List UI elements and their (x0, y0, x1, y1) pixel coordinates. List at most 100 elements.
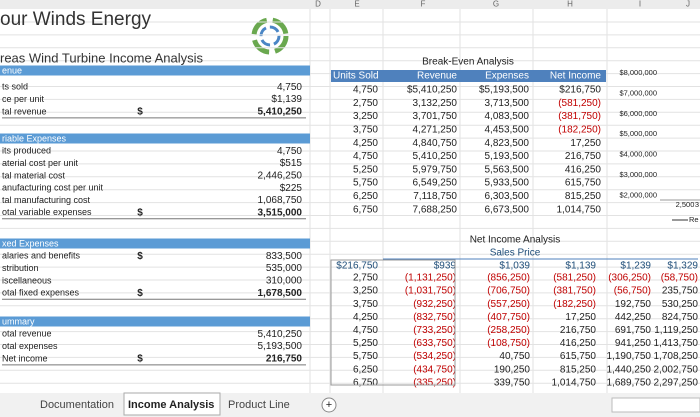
table-cell: (832,750) (413, 312, 456, 323)
add-sheet-button[interactable] (321, 397, 337, 413)
column-header: Expenses (485, 71, 529, 82)
table-title: Net Income Analysis (470, 235, 561, 246)
table-cell: 1,119,250 (654, 325, 698, 336)
table-cell: 6,750 (353, 377, 378, 388)
table-cell: (733,250) (413, 325, 456, 336)
chart-y-label: $8,000,000 (619, 68, 657, 77)
table-cell: 416,250 (565, 164, 602, 175)
chart-y-label: $3,000,000 (619, 170, 657, 179)
section-title: ummary (2, 316, 35, 326)
row-value: $225 (280, 183, 303, 194)
table-cell: 5,750 (353, 178, 378, 189)
row-value: $515 (280, 158, 303, 169)
table-cell: 190,250 (494, 364, 531, 375)
table-cell: 4,750 (353, 151, 378, 162)
row-label: stribution (2, 263, 39, 273)
column-header: Revenue (417, 71, 457, 82)
table-cell: 216,750 (560, 325, 597, 336)
column-letter: I (639, 0, 641, 9)
row-label: otal fixed expenses (2, 288, 80, 298)
table-cell: 815,250 (560, 364, 597, 375)
table-cell: 1,190,750 (607, 351, 652, 362)
table-cell: 1,689,750 (607, 377, 652, 388)
row-label: iscellaneous (2, 275, 52, 285)
row-value: 3,515,000 (258, 207, 303, 218)
sheet-tab[interactable]: Product Line (228, 399, 290, 411)
row-value: 833,500 (266, 251, 303, 262)
table-cell: 824,750 (662, 312, 699, 323)
price-header: $1,239 (620, 261, 651, 272)
table-cell: 6,303,500 (485, 191, 530, 202)
currency-symbol: $ (137, 251, 143, 262)
chart-x-label: 2,500 (676, 200, 695, 209)
chart-y-label: $7,000,000 (619, 88, 657, 97)
row-value: $1,139 (271, 94, 302, 105)
table-cell: (306,250) (608, 273, 651, 284)
chart-legend: Re (689, 215, 699, 224)
table-cell: (108,750) (487, 338, 530, 349)
sheet-tab[interactable]: Documentation (40, 399, 114, 411)
sheet-tab[interactable]: Income Analysis (128, 399, 214, 411)
section-header-bar (0, 238, 310, 249)
table-cell: 3,750 (353, 299, 378, 310)
row-value: 1,068,750 (258, 195, 303, 206)
table-cell: 941,250 (615, 338, 652, 349)
table-cell: 4,083,500 (485, 111, 530, 122)
currency-symbol: $ (137, 207, 143, 218)
table-cell: (381,750) (553, 286, 596, 297)
table-cell: 5,750 (353, 351, 378, 362)
row-label: otal variable expenses (2, 207, 92, 217)
table-cell: 3,750 (353, 125, 378, 136)
table-cell: 2,297,250 (654, 377, 699, 388)
table-cell: (56,750) (614, 286, 651, 297)
active-tab (123, 392, 221, 416)
table-cell: 40,750 (499, 351, 530, 362)
table-cell: (1,131,250) (405, 273, 456, 284)
column-letter: H (567, 0, 573, 9)
section-header-bar (0, 316, 310, 327)
column-letter: D (315, 0, 321, 9)
logo (251, 17, 289, 55)
currency-symbol: $ (137, 107, 143, 118)
row-value: 5,410,250 (258, 107, 303, 118)
scrollbar[interactable] (611, 397, 700, 413)
row-label: tal material cost (2, 170, 66, 180)
table-cell: 4,453,500 (485, 125, 530, 136)
table-cell: 1,014,750 (557, 204, 602, 215)
table-cell: (407,750) (487, 312, 530, 323)
table-cell: 4,250 (353, 138, 378, 149)
table-cell: 2,750 (353, 273, 378, 284)
currency-symbol: $ (137, 354, 143, 365)
table-cell: (1,031,750) (405, 286, 456, 297)
table-cell: $216,750 (559, 85, 601, 96)
table-cell: 2,002,750 (654, 364, 699, 375)
chart-x-label: 3 (695, 200, 699, 209)
table-cell: 4,271,250 (413, 125, 458, 136)
table-cell: 5,250 (353, 164, 378, 175)
table-cell: 339,750 (494, 377, 531, 388)
table-cell: (581,250) (558, 98, 601, 109)
table-subtitle: Sales Price (490, 248, 541, 259)
logo-inner (259, 25, 281, 47)
section-title: riable Expenses (2, 133, 67, 143)
table-cell: 615,750 (565, 178, 602, 189)
tab-bar (0, 393, 700, 417)
chart-y-label: $6,000,000 (619, 109, 657, 118)
table-cell: 1,440,250 (607, 364, 652, 375)
column-letter: F (421, 0, 426, 9)
row-value: 4,750 (277, 146, 302, 157)
row-label: its produced (2, 146, 51, 156)
table-cell: (434,750) (413, 364, 456, 375)
row-label: ce per unit (2, 94, 45, 104)
table-cell: 5,250 (353, 338, 378, 349)
table-cell: 3,250 (353, 111, 378, 122)
row-value: 310,000 (266, 276, 303, 287)
column-letter: G (493, 0, 499, 9)
table-cell: $5,410,250 (407, 85, 457, 96)
sheet-subtitle: reas Wind Turbine Income Analysis (0, 50, 204, 65)
table-cell: 2,750 (353, 98, 378, 109)
table-cell: 235,750 (662, 286, 699, 297)
chart-y-label: $5,000,000 (619, 129, 657, 138)
row-value: 216,750 (266, 354, 303, 365)
